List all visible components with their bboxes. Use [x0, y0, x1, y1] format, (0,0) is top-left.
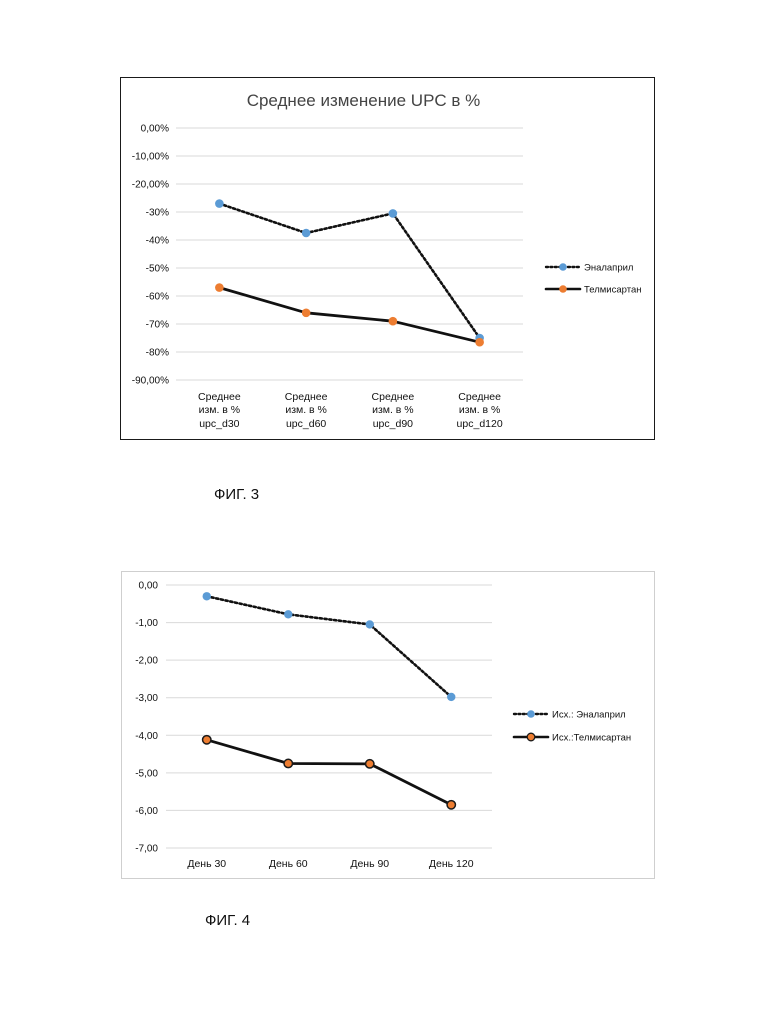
legend-marker — [559, 285, 567, 293]
data-point — [366, 620, 374, 628]
x-category-label: upc_d90 — [373, 418, 413, 430]
data-point — [215, 283, 224, 292]
x-category-label: Среднее — [458, 391, 501, 403]
y-tick-label: -60% — [146, 292, 169, 303]
x-category-label: День 120 — [429, 858, 474, 870]
data-point — [203, 736, 211, 744]
x-category-label: Среднее — [285, 391, 328, 403]
figure-4-chart-frame: 0,00 -1,00 -2,00 -3,00 -4,00 -5,00 -6,00 -7,00 Д… — [121, 571, 655, 879]
legend-label: Исх.: Эналаприл — [552, 710, 626, 721]
x-category-label: изм. в % — [199, 404, 241, 416]
data-point — [203, 592, 211, 600]
x-category-label: upc_d120 — [457, 418, 503, 430]
x-category-label: День 60 — [269, 858, 308, 870]
data-point — [389, 317, 398, 326]
legend-label: Исх.:Телмисартан — [552, 733, 631, 744]
data-point — [302, 229, 311, 238]
y-tick-label: -3,00 — [135, 693, 158, 704]
figure-4-caption: ФИГ. 4 — [205, 912, 250, 929]
x-category-label: Среднее — [372, 391, 415, 403]
series-line — [207, 596, 452, 697]
x-category-label: изм. в % — [372, 404, 414, 416]
data-point — [284, 759, 292, 767]
y-tick-label: -7,00 — [135, 844, 158, 855]
legend-marker — [559, 263, 567, 271]
series-line — [207, 740, 452, 805]
data-point — [366, 760, 374, 768]
x-category-label: День 30 — [187, 858, 226, 870]
data-point — [475, 338, 484, 347]
y-tick-label: -30% — [146, 208, 169, 219]
data-point — [215, 199, 224, 208]
y-tick-label: -10,00% — [132, 152, 169, 163]
y-tick-label: -2,00 — [135, 656, 158, 667]
x-category-label: День 90 — [350, 858, 389, 870]
y-tick-label: -90,00% — [132, 376, 169, 387]
y-tick-label: -20,00% — [132, 180, 169, 191]
x-category-label: Среднее — [198, 391, 241, 403]
figure-3-chart-frame: Среднее изменение UPC в % 0,00% -10,00% -20… — [120, 77, 655, 440]
data-point — [389, 209, 398, 218]
data-point — [447, 801, 455, 809]
figure-3-chart: Среднее изменение UPC в % 0,00% -10,00% -20… — [121, 78, 656, 441]
y-tick-label: -4,00 — [135, 731, 158, 742]
legend-label: Телмисартан — [584, 285, 642, 296]
data-point — [302, 309, 311, 318]
legend-marker — [527, 710, 535, 718]
x-category-label: upc_d60 — [286, 418, 326, 430]
y-tick-label: -40% — [146, 236, 169, 247]
x-category-label: изм. в % — [285, 404, 327, 416]
legend-label: Эналаприл — [584, 263, 633, 274]
legend-marker — [527, 733, 535, 741]
y-tick-label: -80% — [146, 348, 169, 359]
data-point — [284, 610, 292, 618]
y-tick-label: 0,00% — [141, 124, 169, 135]
chart-title: Среднее изменение UPC в % — [247, 91, 481, 110]
y-tick-label: -70% — [146, 320, 169, 331]
x-category-label: изм. в % — [459, 404, 501, 416]
y-tick-label: -1,00 — [135, 618, 158, 629]
y-tick-label: 0,00 — [139, 581, 159, 592]
figure-4-chart: 0,00 -1,00 -2,00 -3,00 -4,00 -5,00 -6,00 -7,00 Д… — [122, 572, 656, 880]
y-tick-label: -50% — [146, 264, 169, 275]
y-tick-label: -5,00 — [135, 768, 158, 779]
y-tick-label: -6,00 — [135, 806, 158, 817]
data-point — [447, 693, 455, 701]
x-category-label: upc_d30 — [199, 418, 239, 430]
figure-3-caption: ФИГ. 3 — [214, 486, 259, 503]
